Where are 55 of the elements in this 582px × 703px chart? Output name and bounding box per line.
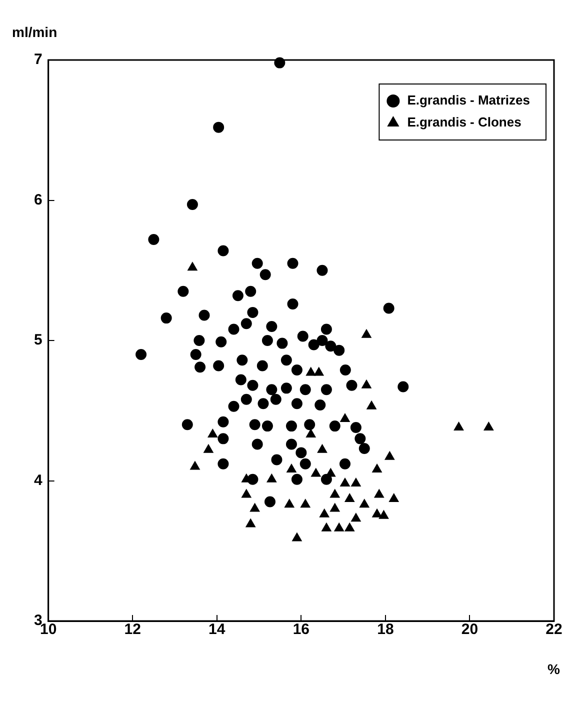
point [286,464,296,473]
point [292,532,302,542]
point [284,499,294,508]
y-axis-title: ml/min [12,24,58,40]
point [340,478,350,487]
point [300,499,310,508]
point [384,451,394,460]
point [320,508,330,518]
point [351,513,361,522]
point [204,444,214,453]
point [190,461,200,470]
point [314,367,324,376]
point [366,400,376,410]
x-tick-label: 14 [208,621,226,638]
y-tick-label: 4 [34,472,43,489]
point [330,489,340,498]
point [360,499,370,508]
point [188,262,198,271]
point [362,380,372,388]
point [242,489,252,498]
y-tick-label: 6 [34,191,42,208]
point [330,503,340,512]
x-tick-label: 16 [292,621,310,638]
x-axis-title: % [548,660,561,677]
x-tick-label: 12 [124,621,141,638]
point [208,428,218,438]
legend-label: E.grandis - Clones [407,114,522,130]
y-tick-label: 5 [34,332,42,349]
point [340,414,350,422]
point [484,422,494,430]
point [334,522,344,532]
legend-label: E.grandis - Matrizes [407,92,530,108]
point [344,493,354,502]
point [454,422,464,430]
point [351,478,361,487]
x-tick-label: 22 [546,621,562,638]
point [372,464,382,473]
point [266,474,277,482]
point [362,329,372,338]
point [250,503,260,512]
x-tick-label: 20 [461,621,478,638]
point [378,510,389,519]
point [322,522,332,532]
point [344,522,354,532]
point [317,444,328,453]
y-tick-label: 3 [34,612,42,630]
point [246,518,256,528]
y-tick-label: 7 [34,51,42,68]
point [306,428,316,438]
point [372,508,382,518]
point [306,367,316,376]
x-tick-label: 18 [377,621,394,638]
point [374,489,384,498]
point [389,493,399,502]
point [311,468,321,477]
